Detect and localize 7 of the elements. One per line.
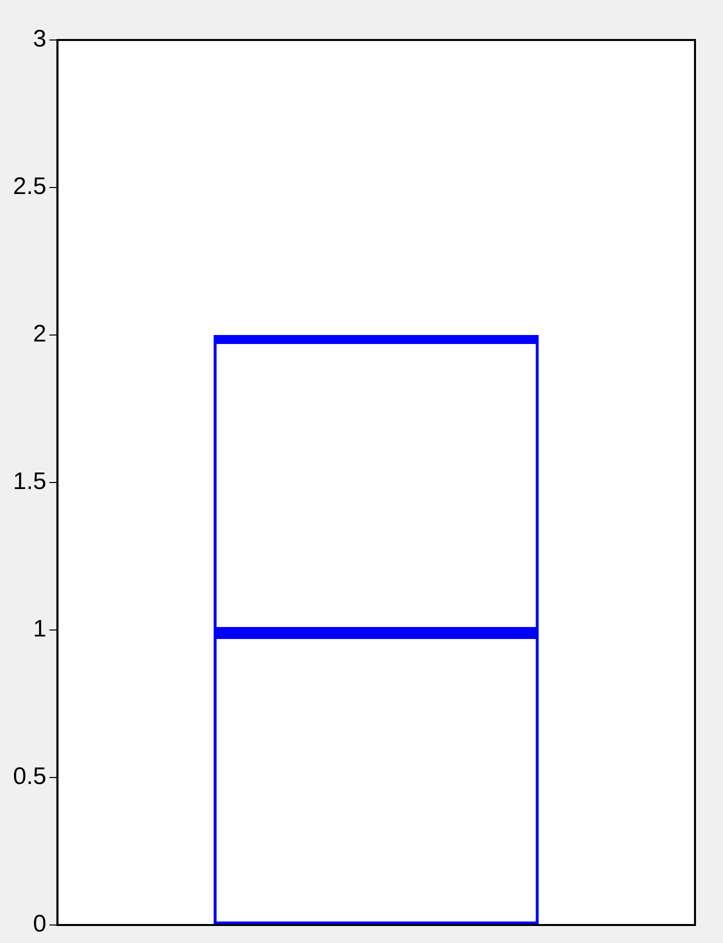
y-tick-label: 1	[33, 616, 46, 643]
y-tick-label: 2	[33, 320, 46, 348]
y-tick-label: 0.5	[12, 763, 46, 790]
y-tick-label: 0	[33, 910, 46, 938]
y-tick-label: 1.5	[12, 468, 46, 496]
y-tick-label: 2.5	[12, 173, 46, 200]
y-tick-label: 3	[33, 26, 46, 53]
